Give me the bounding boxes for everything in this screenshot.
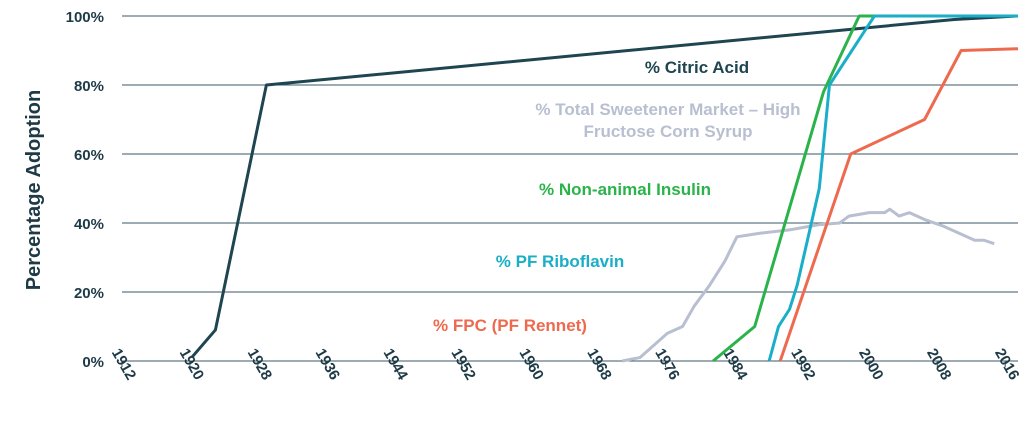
x-tick-label: 1968 [583,346,614,383]
y-tick-label: 80% [74,78,104,95]
series-label: % Citric Acid [644,58,750,77]
series-line [767,14,1018,362]
series-line [621,207,995,363]
y-tick-label: 100% [66,9,104,26]
x-tick-label: 1920 [176,346,207,383]
x-tick-label: 1944 [380,346,412,384]
series-label: % PF Riboflavin [495,252,625,271]
x-tick-label: 1992 [787,346,818,383]
series-line [712,14,1018,363]
x-tick-label: 2008 [923,346,954,383]
x-tick-label: 2016 [991,346,1020,383]
y-tick-label: 0% [82,354,104,371]
y-tick-label: 40% [74,216,104,233]
x-tick-label: 1952 [448,346,479,383]
series-line [190,14,1019,359]
y-axis-label: Percentage Adoption [23,90,45,290]
x-tick-label: 1960 [516,346,547,383]
x-tick-label: 1928 [244,346,275,383]
x-tick-label: 1912 [108,346,139,383]
x-tick-label: 2000 [855,346,886,383]
series-label: % Total Sweetener Market – High Fructose… [535,100,801,141]
series-label: % FPC (PF Rennet) [433,316,587,335]
series-line [778,47,1019,362]
series-label: % Non-animal Insulin [539,180,711,199]
x-tick-label: 1936 [312,346,343,383]
y-tick-label: 60% [74,147,104,164]
x-tick-label: 1976 [651,346,682,383]
y-tick-label: 20% [74,285,104,302]
